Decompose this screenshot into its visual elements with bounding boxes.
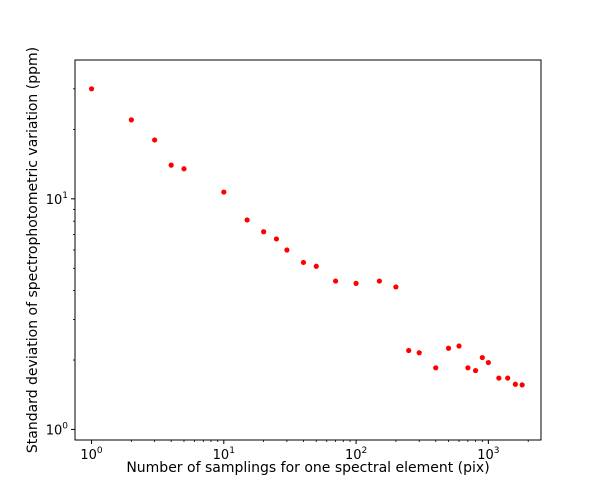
data-point [261,229,267,235]
data-point [416,350,422,356]
x-axis-label: Number of samplings for one spectral ele… [126,460,489,476]
data-point [512,381,518,387]
y-tick-base: 10 [46,193,63,208]
data-point [445,345,452,351]
x-tick-label: 103 [477,446,499,463]
data-point [88,86,95,92]
y-axis-label: Standard deviation of spectrophotometric… [25,47,41,453]
y-tick-label: 100 [46,421,69,438]
x-tick-exponent: 2 [361,446,367,456]
x-axis-ticks: 100 101 102 103 [80,440,529,463]
data-point [496,375,502,381]
data-point [273,236,280,242]
data-point [284,247,290,253]
data-point [221,189,227,195]
data-point [332,278,339,284]
x-tick-base: 10 [477,448,494,463]
data-point [300,259,307,266]
x-tick-exponent: 3 [494,446,500,456]
data-point [128,117,134,123]
x-tick-base: 10 [80,448,97,463]
data-point [168,162,174,168]
y-tick-label: 101 [46,191,68,208]
data-point [353,280,359,286]
data-point [479,354,485,361]
data-point [376,278,382,284]
plot-area [74,59,542,441]
data-point [244,217,250,223]
data-point [313,263,319,269]
x-tick-label: 100 [80,446,103,463]
data-point [472,367,479,374]
y-tick-exponent: 1 [62,191,68,201]
x-tick-base: 10 [345,448,362,463]
x-tick-label: 102 [345,446,367,463]
data-point [181,166,187,172]
x-tick-label: 101 [213,446,235,463]
y-tick-exponent: 0 [62,421,68,431]
data-point [406,347,412,354]
data-point [456,343,462,349]
y-tick-base: 10 [46,423,63,438]
data-point [485,359,491,366]
x-tick-exponent: 1 [229,446,235,456]
data-points [88,86,525,388]
data-point [433,365,439,371]
x-tick-base: 10 [213,448,230,463]
data-point [519,382,525,388]
data-point [152,137,158,143]
data-point [505,375,511,381]
x-tick-exponent: 0 [97,446,103,456]
data-point [393,284,399,290]
data-point [465,365,471,371]
